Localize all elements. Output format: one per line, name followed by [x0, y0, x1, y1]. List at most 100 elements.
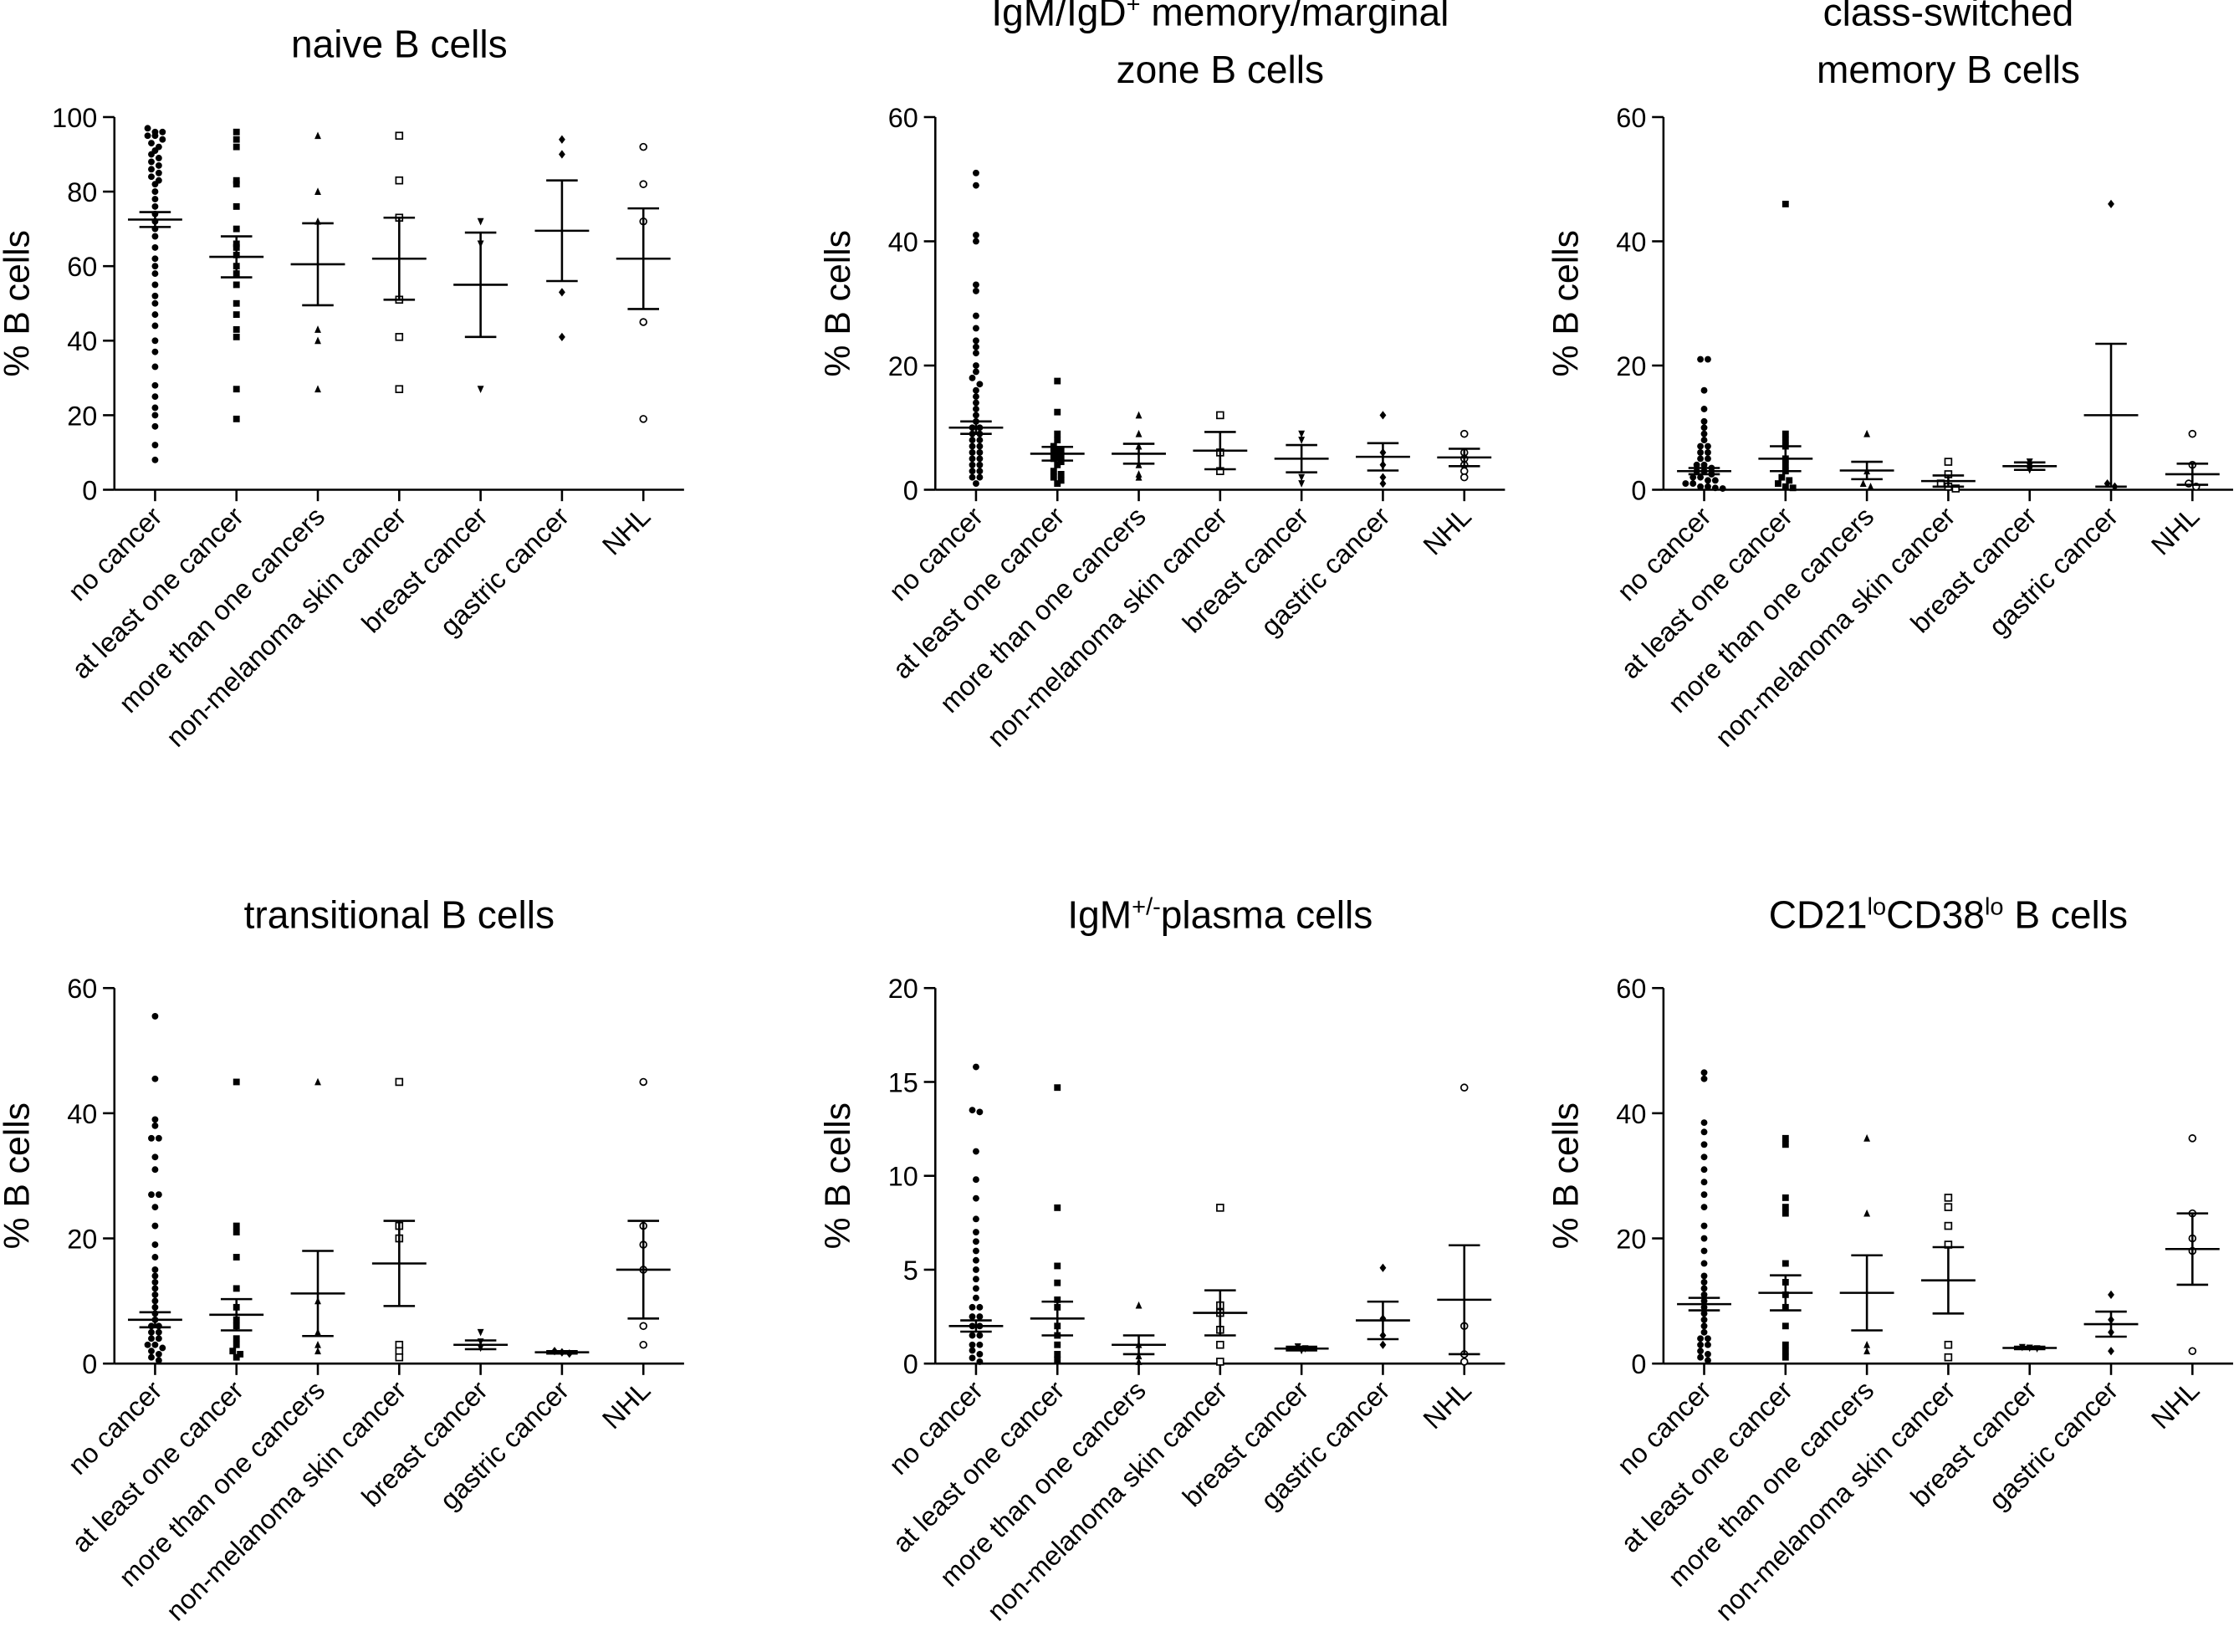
data-point	[155, 1328, 162, 1336]
data-point	[151, 1266, 159, 1273]
data-point	[233, 128, 240, 136]
data-point	[151, 1222, 159, 1230]
title-text: B cells	[2004, 893, 2129, 937]
data-point	[973, 1148, 979, 1155]
data-point	[1135, 1352, 1143, 1360]
data-point	[314, 187, 321, 196]
data-point	[973, 350, 979, 357]
data-point	[1057, 446, 1065, 453]
data-point	[976, 381, 984, 388]
data-point	[1379, 478, 1387, 488]
data-point	[314, 1340, 321, 1348]
data-point	[1697, 473, 1705, 481]
data-point	[1697, 1341, 1705, 1348]
data-point	[973, 1256, 979, 1264]
data-point	[1379, 473, 1387, 482]
data-point	[976, 449, 984, 456]
data-point	[639, 180, 647, 188]
data-point	[1054, 1279, 1061, 1286]
data-point	[1944, 1194, 1953, 1202]
y-tick-label: 60	[1616, 974, 1646, 1004]
data-point	[151, 1341, 159, 1348]
data-point	[973, 1247, 979, 1255]
y-tick-label: 0	[1631, 1349, 1646, 1379]
data-point	[1050, 449, 1057, 456]
data-point	[1863, 1209, 1871, 1217]
data-point	[973, 406, 979, 412]
data-point	[1781, 1341, 1789, 1348]
y-tick-label: 20	[1616, 1224, 1646, 1254]
chart-title: CD21loCD38lo B cells	[1769, 893, 2128, 937]
y-tick-label: 20	[888, 974, 918, 1004]
y-tick-label: 100	[52, 103, 97, 133]
data-point	[151, 348, 159, 355]
data-point	[1700, 1316, 1708, 1323]
data-point	[1135, 411, 1143, 419]
data-point	[1700, 1278, 1708, 1286]
data-point	[1700, 1153, 1708, 1161]
x-tick-label: NHL	[2145, 1375, 2205, 1435]
data-point	[1216, 1358, 1224, 1366]
data-point	[148, 1328, 155, 1336]
y-axis-label: % B cells	[1546, 1102, 1586, 1249]
data-point	[973, 1063, 979, 1071]
data-point	[233, 181, 240, 188]
data-point	[1705, 477, 1711, 484]
data-point	[1705, 1351, 1711, 1358]
data-point	[148, 1348, 155, 1355]
data-point	[477, 1328, 484, 1337]
data-point	[1050, 473, 1057, 481]
data-point	[1054, 1341, 1061, 1348]
data-point	[1700, 1247, 1708, 1255]
data-point	[1298, 480, 1306, 488]
data-point	[973, 393, 979, 401]
y-tick-label: 15	[888, 1067, 918, 1097]
title-text: plasma cells	[1161, 893, 1373, 937]
data-point	[973, 1238, 979, 1245]
data-point	[969, 468, 976, 475]
data-point	[973, 238, 979, 245]
y-axis-label: % B cells	[1546, 230, 1586, 376]
data-point	[151, 1012, 159, 1020]
data-point	[973, 412, 979, 419]
data-point	[973, 281, 979, 289]
data-point	[155, 161, 162, 169]
data-point	[1054, 461, 1061, 468]
data-point	[155, 1335, 162, 1343]
data-point	[1781, 1194, 1789, 1201]
data-point	[151, 270, 159, 278]
data-point	[558, 150, 565, 159]
data-point	[233, 386, 240, 393]
data-point	[1700, 424, 1708, 432]
data-point	[1705, 442, 1711, 450]
data-point	[233, 1341, 240, 1348]
data-point	[1216, 1340, 1224, 1349]
data-point	[1705, 1341, 1711, 1348]
data-point	[477, 386, 484, 393]
data-point	[1700, 1128, 1708, 1136]
title-text: IgM/IgD	[991, 0, 1126, 34]
data-point	[144, 1341, 151, 1348]
data-point	[973, 362, 979, 369]
data-point	[969, 1303, 976, 1311]
x-tick-label: NHL	[1418, 1375, 1477, 1435]
x-tick-label: NHL	[1418, 501, 1477, 560]
data-point	[973, 325, 979, 332]
data-point	[155, 155, 162, 161]
chart-title: IgM/IgD+ memory/marginal	[991, 0, 1449, 34]
chart-title: memory B cells	[1817, 48, 2080, 91]
y-tick-label: 10	[888, 1162, 918, 1192]
data-point	[233, 333, 240, 340]
data-point	[229, 1348, 237, 1355]
data-point	[1700, 1222, 1708, 1230]
data-point	[151, 1297, 159, 1305]
data-point	[1135, 1301, 1143, 1309]
data-point	[1700, 1310, 1708, 1317]
data-point	[151, 292, 159, 299]
data-point	[233, 176, 240, 184]
data-point	[1700, 1328, 1708, 1336]
data-point	[1700, 1166, 1708, 1174]
data-point	[148, 1134, 155, 1142]
data-point	[1944, 1353, 1953, 1362]
data-point	[1054, 1296, 1061, 1303]
